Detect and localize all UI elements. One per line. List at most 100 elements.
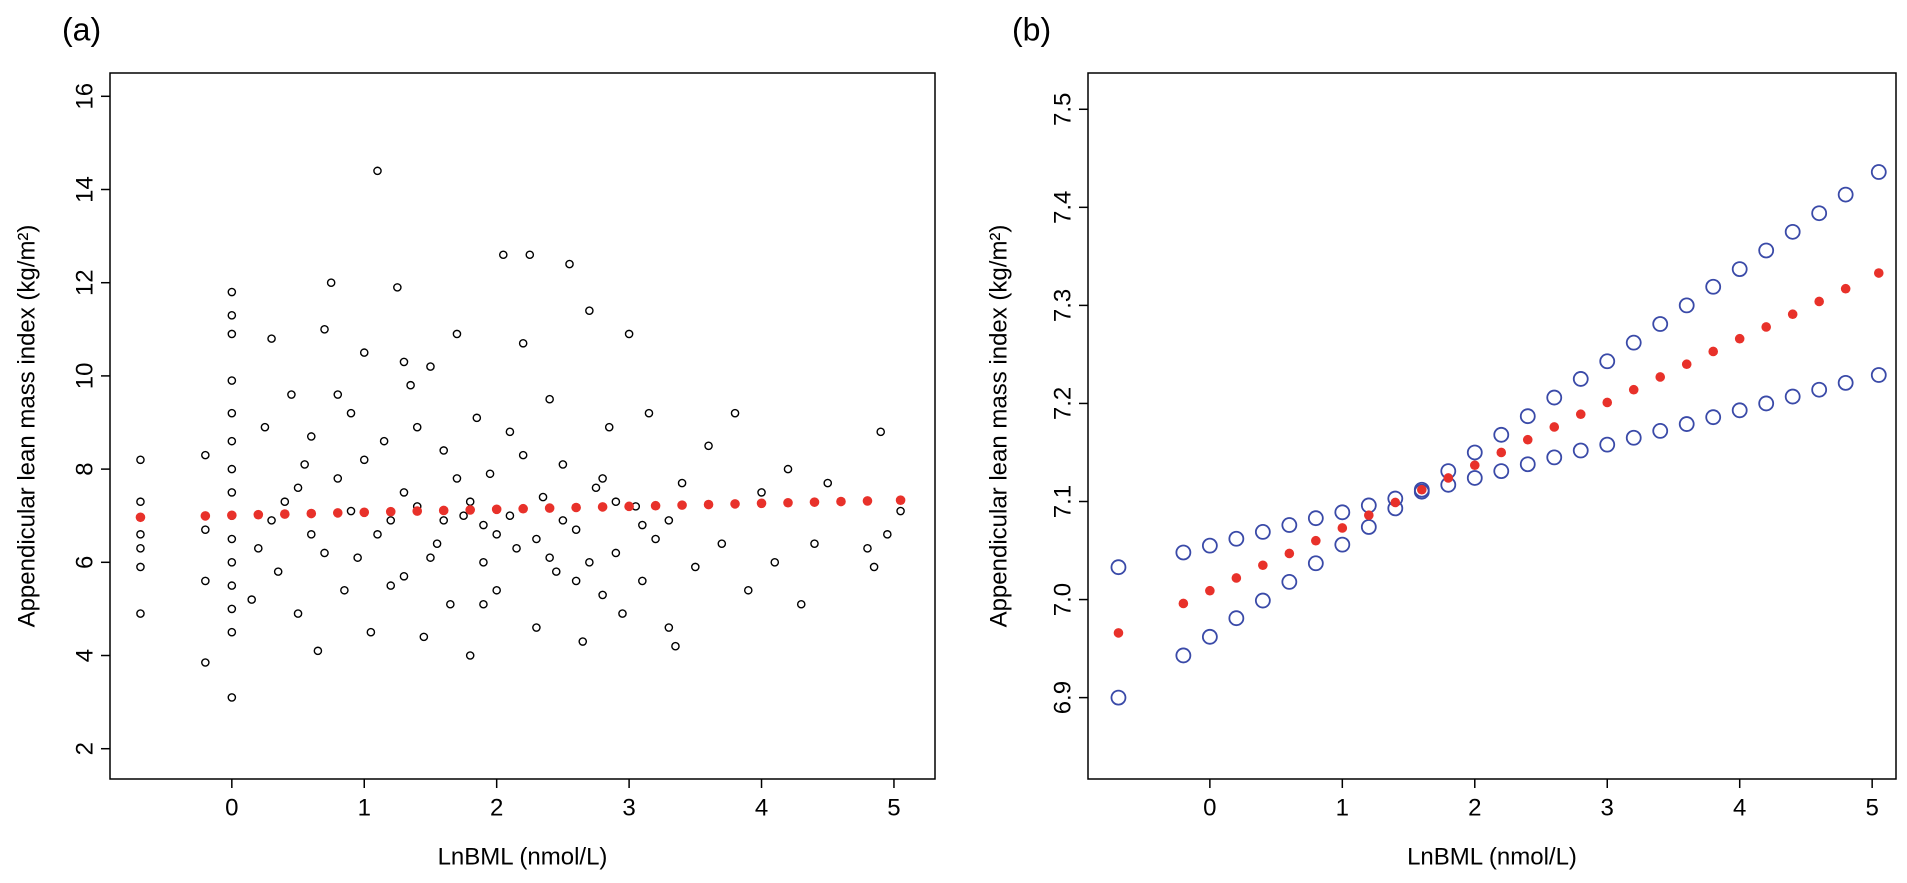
data-point [320,325,329,334]
data-point [498,250,508,260]
y-axis-label: Appendicular lean mass index (kg/m²) [13,225,40,628]
data-point [1228,610,1245,627]
data-point [1466,470,1483,486]
y-tick-label: 7.2 [1049,387,1076,420]
data-point [472,413,482,423]
data-point [479,520,488,530]
data-point [1307,555,1324,572]
data-point [571,576,581,586]
data-point [1572,371,1589,387]
data-point [518,450,528,460]
data-point [1493,463,1510,480]
x-tick-label: 4 [1733,794,1746,821]
fit-point [491,504,502,515]
data-point [664,623,674,632]
data-point [227,436,237,446]
data-point [306,432,316,441]
fit-point [1761,322,1771,332]
data-point [1870,367,1887,383]
data-point [896,506,905,516]
plot-frame [1087,72,1897,780]
data-point [532,623,541,632]
data-point [578,637,588,646]
data-point [1678,416,1695,432]
data-point [1360,519,1377,535]
fit-point [836,496,846,507]
data-point [1731,261,1748,278]
data-point [757,488,766,497]
data-point [1870,164,1887,180]
data-point [1334,504,1351,521]
data-point [1811,205,1828,222]
data-point [346,408,356,418]
fit-point [1178,598,1189,609]
fit-point [862,496,873,506]
fit-point [1443,473,1454,483]
fit-point [227,510,237,521]
data-point [1519,408,1536,425]
fit-point [1284,548,1295,559]
data-point [545,394,554,404]
data-point [1837,374,1854,391]
data-point [1334,536,1351,553]
y-axis-label: Appendicular lean mass index (kg/m²) [985,225,1012,628]
fit-point [1549,422,1560,432]
data-point [333,390,343,399]
data-point [426,553,435,562]
fit-point [1734,333,1745,344]
fit-point [571,502,581,513]
data-point [770,558,780,567]
data-point [379,436,389,446]
data-point [227,627,237,637]
panel-title: (b) [1012,11,1051,47]
data-point [1201,537,1218,554]
data-point [538,492,548,502]
data-point [545,553,554,562]
data-point [260,422,270,432]
data-point [638,576,647,586]
data-point [136,497,145,507]
fit-point [359,507,370,518]
y-tick-label: 4 [71,649,98,662]
data-point [1599,353,1616,370]
data-point [638,520,647,530]
data-point [485,469,495,479]
data-point [571,525,581,534]
data-point [227,581,237,590]
fit-point [677,500,687,510]
data-point [267,334,276,343]
data-point [227,604,237,614]
data-point [273,567,283,576]
data-point [1599,436,1616,453]
data-point [1519,456,1536,473]
fit-point [438,505,449,516]
series [135,495,906,523]
data-point [136,609,145,618]
data-point [730,408,740,418]
data-point [227,693,237,702]
fit-point [1337,523,1348,533]
data-point [585,558,594,567]
data-point [326,278,336,288]
data-point [611,548,621,558]
fit-point [1708,346,1719,357]
data-point [346,506,356,516]
x-axis-label: LnBML (nmol/L) [1407,843,1577,870]
fit-point [135,512,146,523]
y-tick-label: 2 [71,742,98,755]
y-tick-label: 12 [71,269,98,296]
data-point [585,306,594,315]
fit-point [1469,460,1480,471]
data-point [353,553,362,562]
data-point [783,464,793,474]
y-tick-label: 10 [71,363,98,390]
fit-point [1787,309,1798,320]
panel-title: (a) [62,11,101,47]
fit-point [518,503,528,514]
fit-point [1416,484,1427,495]
series [1110,367,1887,576]
data-point [201,576,210,586]
data-point [136,562,145,572]
data-point [492,585,501,595]
